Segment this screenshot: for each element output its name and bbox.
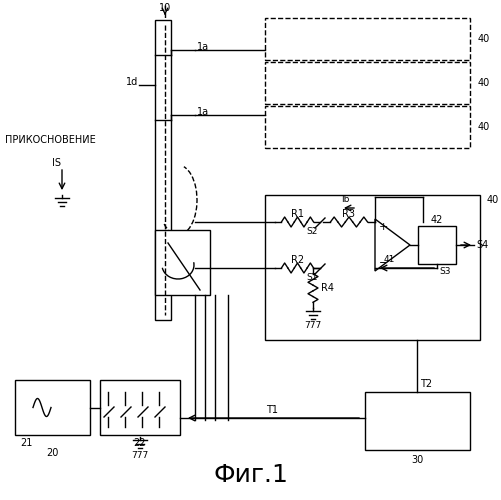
Text: 1d: 1d	[125, 77, 138, 87]
Text: 10: 10	[158, 3, 171, 13]
Text: 22: 22	[133, 438, 146, 448]
Text: Фиг.1: Фиг.1	[213, 463, 288, 487]
Text: 40: 40	[477, 34, 489, 44]
Text: +: +	[378, 222, 388, 232]
Text: R2: R2	[291, 255, 304, 265]
Text: 30: 30	[410, 455, 423, 465]
Text: 40: 40	[477, 78, 489, 88]
Text: 21: 21	[20, 438, 32, 448]
Text: S3: S3	[438, 268, 449, 276]
Bar	[100, 380, 180, 435]
Text: 40: 40	[477, 122, 489, 132]
Text: 777: 777	[131, 450, 148, 460]
Text: 42: 42	[430, 215, 442, 225]
Bar	[15, 380, 90, 435]
Bar	[265, 62, 469, 104]
Text: 41: 41	[383, 254, 394, 264]
Text: T1: T1	[266, 405, 278, 415]
Text: 20: 20	[46, 448, 59, 458]
Text: R3: R3	[342, 209, 355, 219]
Text: 1a: 1a	[196, 107, 209, 117]
Bar	[265, 195, 479, 340]
Text: S4: S4	[475, 240, 487, 250]
Bar	[155, 20, 171, 320]
Text: S1: S1	[306, 272, 317, 281]
Bar	[417, 226, 455, 264]
Bar	[265, 18, 469, 60]
Text: 1a: 1a	[196, 42, 209, 52]
Bar	[265, 106, 469, 148]
Bar	[155, 230, 209, 295]
Text: R1: R1	[291, 209, 304, 219]
Text: −: −	[378, 258, 388, 268]
Text: IS: IS	[52, 158, 61, 168]
Text: Ib: Ib	[340, 196, 349, 204]
Text: T2: T2	[420, 379, 432, 389]
Bar	[364, 392, 469, 450]
Text: 777: 777	[304, 322, 321, 330]
Text: 40: 40	[486, 195, 498, 205]
Text: S2: S2	[306, 226, 317, 235]
Text: ПРИКОСНОВЕНИЕ: ПРИКОСНОВЕНИЕ	[5, 135, 96, 145]
Text: R4: R4	[320, 283, 333, 293]
